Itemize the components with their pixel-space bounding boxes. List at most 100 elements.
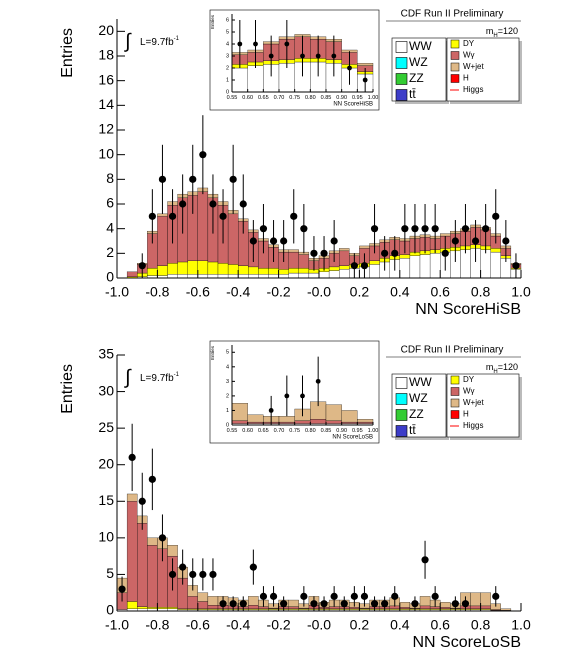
- histogram-bin: [359, 245, 370, 249]
- histogram-bin: [288, 251, 299, 269]
- histogram-bin: [349, 607, 360, 609]
- histogram-bin: [217, 263, 229, 275]
- x-tick-label: 0.75: [289, 428, 300, 434]
- histogram-bin: [157, 265, 168, 276]
- histogram-bin: [197, 592, 209, 602]
- data-point: [471, 237, 480, 245]
- data-point: [310, 249, 318, 257]
- data-point: [269, 237, 278, 245]
- histogram-bin: [197, 191, 209, 261]
- y-tick-label: 2: [226, 393, 229, 399]
- x-tick-label: -0.0: [307, 616, 331, 632]
- lumi-exponent: -1: [174, 372, 180, 378]
- inset-background: [209, 340, 380, 444]
- histogram-bin: [177, 274, 188, 279]
- y-tick-label: 0: [106, 602, 114, 618]
- x-tick-label: 0.95: [352, 95, 363, 101]
- y-tick-label: 10: [98, 145, 114, 161]
- legend-swatch: [395, 57, 408, 69]
- histogram-bin: [258, 274, 269, 279]
- histogram-bin: [339, 250, 350, 266]
- x-tick-label: 0.8: [471, 283, 491, 299]
- histogram-bin: [369, 264, 380, 279]
- data-point: [189, 570, 197, 579]
- x-tick-label: 0.60: [242, 95, 253, 101]
- histogram-bin: [278, 416, 295, 423]
- histogram-bin: [248, 266, 259, 275]
- data-point: [391, 592, 399, 600]
- data-point: [268, 53, 274, 59]
- legend-label: W+jet: [463, 398, 484, 407]
- data-point: [284, 393, 290, 399]
- histogram-bin: [490, 248, 501, 253]
- histogram-bin: [231, 420, 248, 424]
- header: CDF Run II Preliminary: [401, 9, 504, 20]
- x-tick-label: 0.4: [390, 283, 410, 299]
- x-tick-label: 0.70: [274, 428, 285, 434]
- legend-swatch: [450, 51, 460, 60]
- data-point: [512, 262, 520, 270]
- data-point: [421, 556, 429, 564]
- data-point: [268, 408, 274, 413]
- histogram-bin: [207, 596, 219, 606]
- histogram-bin: [328, 266, 340, 271]
- histogram-bin: [325, 420, 342, 424]
- histogram-bin: [167, 545, 178, 557]
- histogram-bin: [298, 272, 310, 279]
- x-tick-label: 0.60: [242, 428, 253, 434]
- mass-label: mH=120: [486, 362, 518, 374]
- data-point: [249, 563, 257, 571]
- data-point: [411, 600, 419, 608]
- y-axis-label: Entries: [210, 345, 215, 360]
- data-point: [179, 563, 187, 571]
- x-tick-label: 0.75: [289, 95, 300, 101]
- data-point: [138, 497, 146, 505]
- histogram-bin: [227, 213, 239, 265]
- data-point: [381, 600, 389, 608]
- data-point: [199, 570, 207, 579]
- histogram-bin: [268, 274, 279, 279]
- y-tick-label: 0: [226, 89, 229, 95]
- y-tick-label: 5: [106, 565, 114, 581]
- y-tick-label: 20: [98, 455, 114, 471]
- data-point: [158, 534, 167, 542]
- histogram-bin: [298, 254, 310, 269]
- histogram-bin: [137, 523, 148, 607]
- histogram-bin: [328, 270, 340, 279]
- x-tick-label: 0.2: [350, 616, 370, 632]
- histogram-bin: [248, 274, 259, 279]
- y-axis-label: Entries: [210, 14, 215, 29]
- histogram-bin: [399, 607, 411, 609]
- data-point: [492, 592, 500, 600]
- x-tick-label: 0.2: [350, 283, 370, 299]
- data-point: [138, 262, 146, 270]
- histogram-bin: [288, 606, 299, 609]
- histogram-bin: [310, 419, 327, 424]
- histogram-bin: [197, 260, 209, 275]
- legend-label: WW: [409, 375, 432, 389]
- data-point: [280, 237, 288, 245]
- data-point: [370, 600, 379, 608]
- data-point: [168, 570, 177, 579]
- y-tick-label: 0: [226, 422, 229, 428]
- data-point: [148, 475, 156, 483]
- y-tick-label: 2: [106, 244, 114, 260]
- data-point: [219, 212, 227, 220]
- histogram-bin: [278, 269, 289, 275]
- y-tick-label: 4: [106, 219, 114, 235]
- legend-swatch: [450, 74, 460, 83]
- data-point: [431, 592, 439, 600]
- x-tick-label: -0.6: [186, 283, 210, 299]
- legend-swatch: [395, 41, 408, 53]
- histogram-bin: [258, 606, 269, 609]
- histogram-bin: [288, 272, 299, 279]
- y-tick-label: 15: [98, 492, 114, 508]
- histogram-bin: [419, 596, 431, 607]
- data-point: [300, 225, 308, 233]
- x-axis-label: NN ScoreLoSB: [413, 634, 522, 651]
- data-point: [249, 237, 257, 245]
- data-point: [421, 225, 429, 233]
- legend-swatch: [450, 387, 460, 396]
- x-tick-label: -0.6: [186, 616, 210, 632]
- legend-label: DY: [463, 375, 475, 384]
